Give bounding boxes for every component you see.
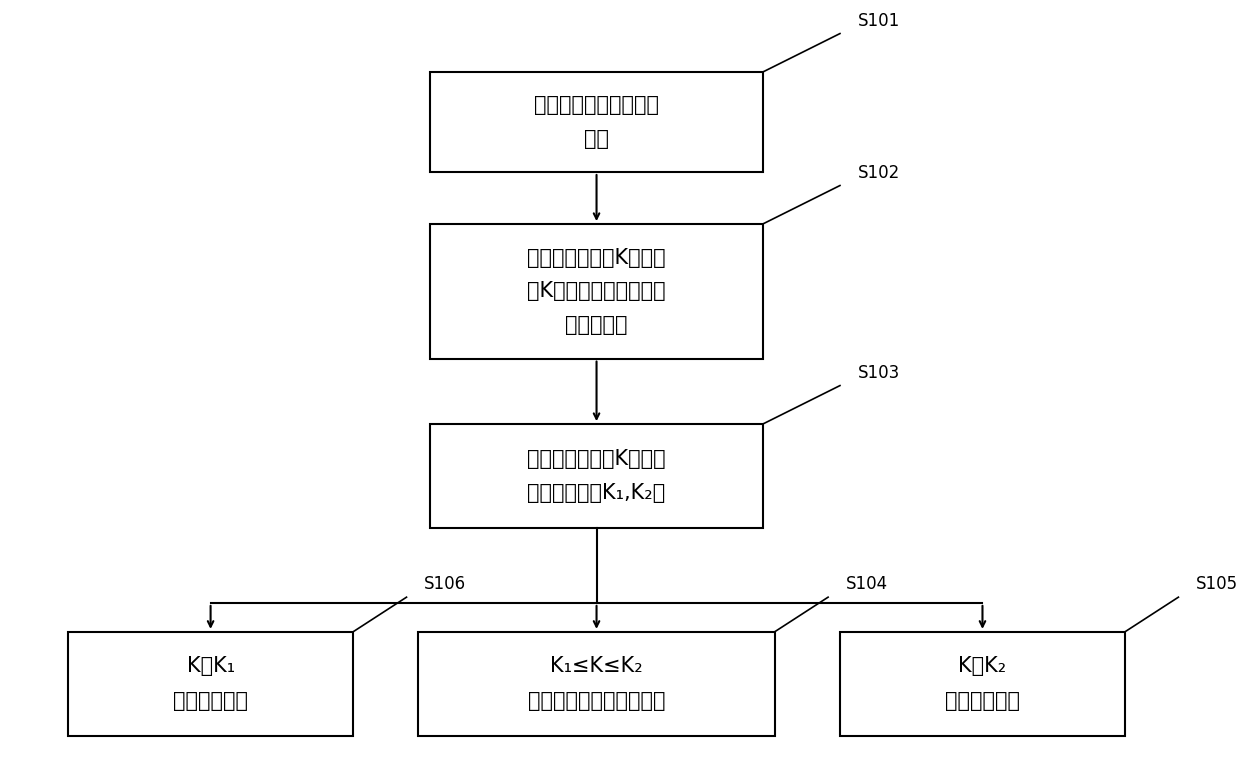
Text: S106: S106 bbox=[424, 575, 466, 594]
FancyBboxPatch shape bbox=[68, 632, 353, 735]
Text: 比对所述扭矩比K和预设: 比对所述扭矩比K和预设 bbox=[527, 449, 666, 469]
Text: 计算得到扭矩比K，扭矩: 计算得到扭矩比K，扭矩 bbox=[527, 248, 666, 267]
Text: 保持当前工作装置的位置: 保持当前工作装置的位置 bbox=[528, 691, 666, 711]
Text: 扭矩比范围（K₁,K₂）: 扭矩比范围（K₁,K₂） bbox=[527, 484, 666, 503]
Text: K₁≤K≤K₂: K₁≤K≤K₂ bbox=[551, 656, 642, 677]
Text: K＜K₁: K＜K₁ bbox=[186, 656, 234, 677]
Text: 下降工作装置: 下降工作装置 bbox=[174, 691, 248, 711]
Text: S105: S105 bbox=[1197, 575, 1239, 594]
Text: K＞K₂: K＞K₂ bbox=[959, 656, 1007, 677]
Text: S104: S104 bbox=[846, 575, 888, 594]
Text: S102: S102 bbox=[858, 164, 900, 181]
Text: 扭矩: 扭矩 bbox=[584, 129, 609, 149]
Text: S103: S103 bbox=[858, 363, 900, 382]
FancyBboxPatch shape bbox=[430, 72, 763, 172]
FancyBboxPatch shape bbox=[430, 224, 763, 359]
Text: 比K为涡轮扭矩和发动机: 比K为涡轮扭矩和发动机 bbox=[527, 281, 666, 301]
FancyBboxPatch shape bbox=[418, 632, 775, 735]
Text: 获取涡轮扭矩和发动机: 获取涡轮扭矩和发动机 bbox=[534, 95, 658, 115]
FancyBboxPatch shape bbox=[839, 632, 1125, 735]
FancyBboxPatch shape bbox=[430, 424, 763, 528]
Text: 扭矩的比值: 扭矩的比值 bbox=[565, 315, 627, 335]
Text: S101: S101 bbox=[858, 12, 900, 29]
Text: 提升工作装置: 提升工作装置 bbox=[945, 691, 1021, 711]
